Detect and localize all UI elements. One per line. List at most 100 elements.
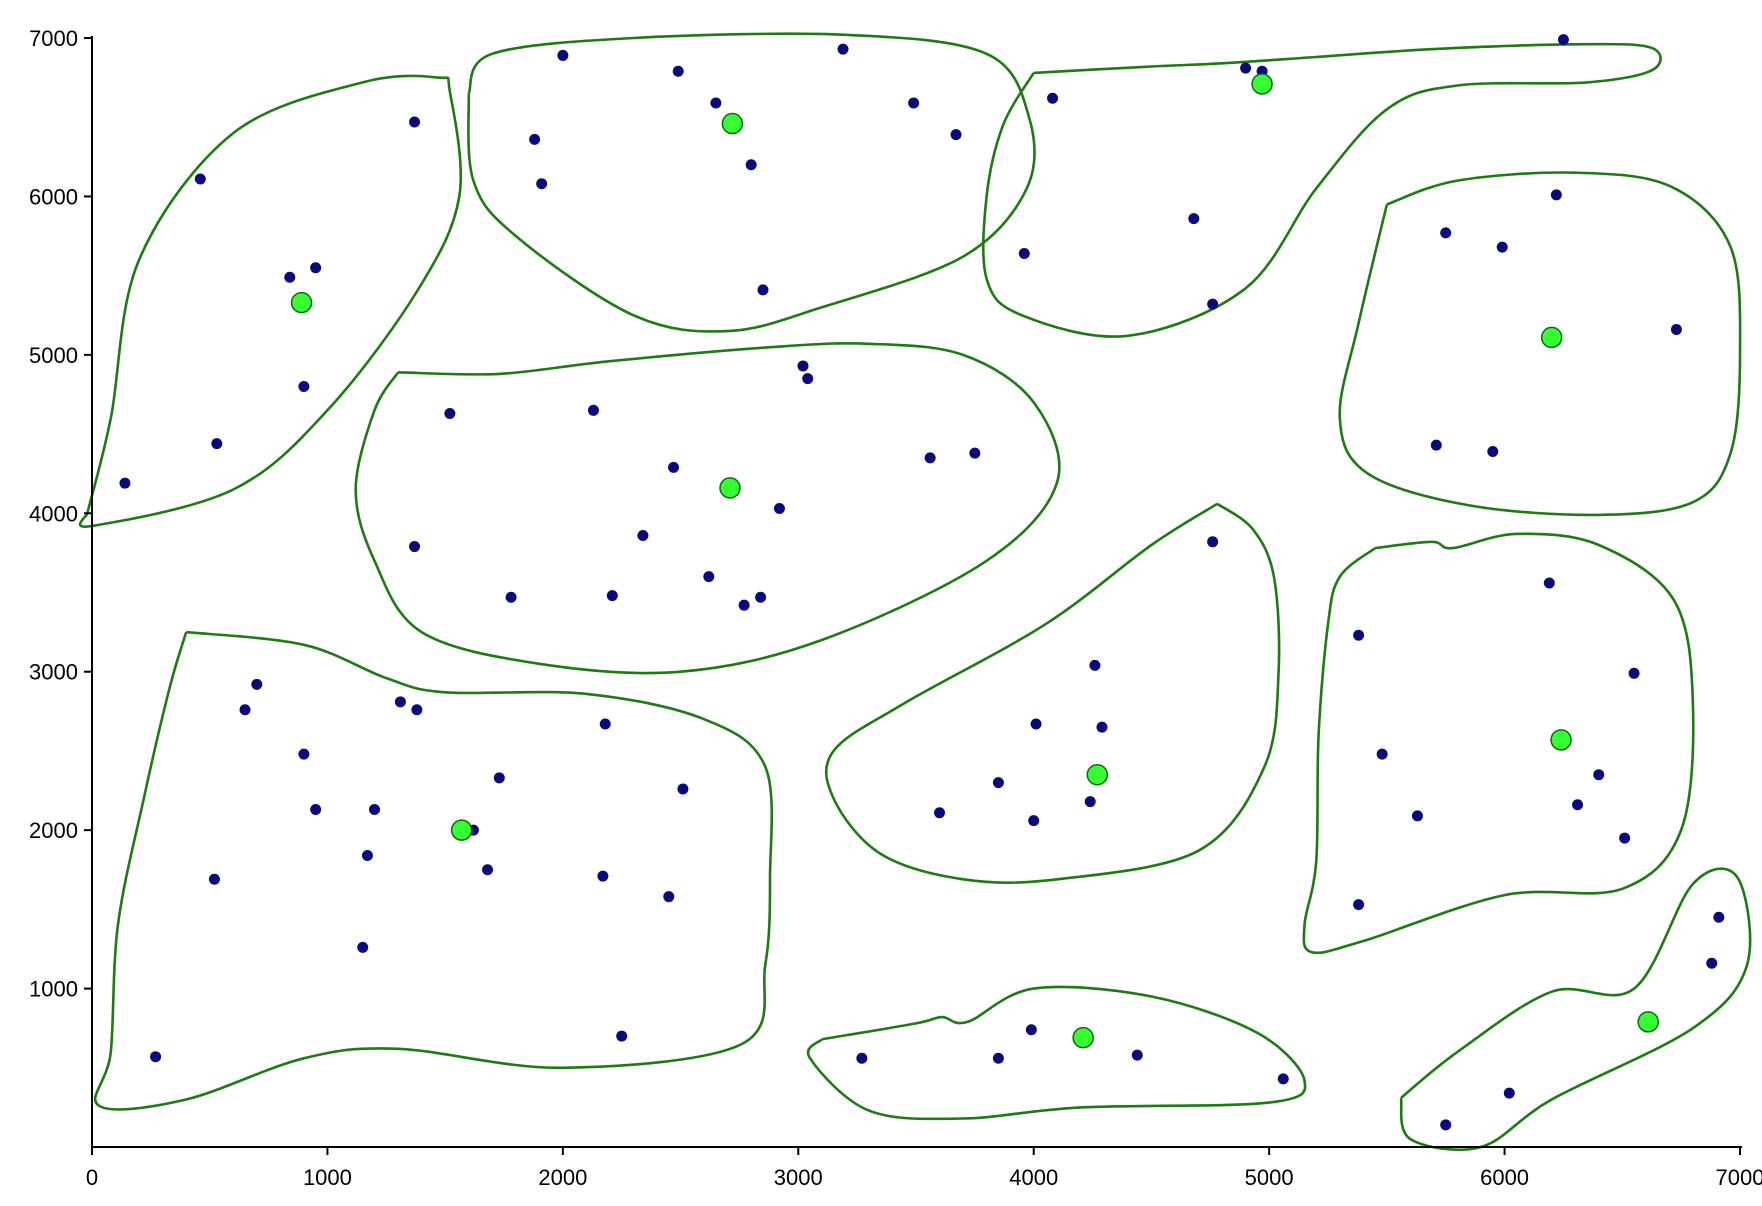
data-point <box>1096 721 1108 733</box>
data-point <box>1047 92 1059 104</box>
y-tick-label: 5000 <box>29 343 78 368</box>
data-point <box>557 49 569 61</box>
data-point <box>1713 911 1725 923</box>
data-point <box>493 772 505 784</box>
y-tick-label: 1000 <box>29 977 78 1002</box>
cluster-boundary-5 <box>354 342 1061 675</box>
data-point <box>773 503 785 515</box>
y-tick-label: 6000 <box>29 184 78 209</box>
data-point <box>908 97 920 109</box>
data-point <box>934 807 946 819</box>
data-point <box>409 541 421 553</box>
x-tick-label: 5000 <box>1245 1165 1294 1190</box>
data-point <box>1240 62 1252 74</box>
data-point <box>298 381 310 393</box>
cluster-center-point <box>290 291 313 314</box>
data-point <box>1706 957 1718 969</box>
data-point <box>411 704 423 716</box>
x-tick-label: 1000 <box>303 1165 352 1190</box>
cluster-boundaries <box>78 32 1752 1152</box>
data-point <box>703 571 715 583</box>
data-points <box>119 34 1725 1131</box>
cluster-boundary-7 <box>1302 532 1695 955</box>
data-point <box>637 529 649 541</box>
x-tick-label: 7000 <box>1716 1165 1762 1190</box>
cluster-center-point <box>1251 73 1273 95</box>
cluster-center-point <box>1637 1011 1659 1033</box>
data-point <box>1018 247 1030 259</box>
data-point <box>969 447 981 459</box>
data-point <box>239 704 251 716</box>
data-point <box>251 678 263 690</box>
y-tick-label: 3000 <box>29 660 78 685</box>
data-point <box>587 404 599 416</box>
data-point <box>1628 667 1640 679</box>
data-point <box>672 65 684 77</box>
axes: 0 1000 2000 3000 4000 5000 6000 7000 1000 2000 300… <box>29 26 1762 1190</box>
data-point <box>1543 577 1555 589</box>
data-point <box>663 891 675 903</box>
data-point <box>606 590 618 602</box>
cluster-boundary-8 <box>93 630 774 1111</box>
data-point <box>1028 815 1040 827</box>
cluster-boundary-1 <box>78 74 463 528</box>
x-tick-label: 0 <box>86 1165 98 1190</box>
x-tick-label: 6000 <box>1480 1165 1529 1190</box>
data-point <box>1207 298 1219 310</box>
data-point <box>797 360 809 372</box>
cluster-boundary-9 <box>806 985 1307 1121</box>
data-point <box>802 373 814 385</box>
data-point <box>1353 899 1365 911</box>
data-point <box>1619 832 1631 844</box>
data-point <box>745 159 757 171</box>
data-point <box>1411 810 1423 822</box>
data-point <box>1089 659 1101 671</box>
x-tick-label: 2000 <box>538 1165 587 1190</box>
data-point <box>597 870 609 882</box>
cluster-boundary-3 <box>981 42 1662 338</box>
data-point <box>950 129 962 141</box>
data-point <box>1030 718 1042 730</box>
data-point <box>1131 1049 1143 1061</box>
data-point <box>599 718 611 730</box>
data-point <box>1572 799 1584 811</box>
data-point <box>1376 748 1388 760</box>
data-point <box>1277 1073 1289 1085</box>
cluster-boundary-6 <box>824 502 1281 884</box>
data-point <box>357 941 369 953</box>
cluster-center-point <box>721 112 744 135</box>
data-point <box>208 873 220 885</box>
data-point <box>1440 1119 1452 1131</box>
data-point <box>194 173 206 185</box>
cluster-center-point <box>1540 326 1563 349</box>
data-point <box>710 97 722 109</box>
data-point <box>1084 796 1096 808</box>
data-point <box>1496 241 1508 253</box>
data-point <box>409 116 421 128</box>
data-point <box>1188 213 1200 225</box>
data-point <box>856 1052 868 1064</box>
data-point <box>1557 34 1569 46</box>
data-point <box>1025 1024 1037 1036</box>
cluster-center-point <box>1550 729 1572 751</box>
data-point <box>482 864 494 876</box>
data-point <box>529 133 541 145</box>
cluster-center-point <box>719 477 741 499</box>
data-point <box>361 849 373 861</box>
cluster-center-point <box>450 819 473 841</box>
data-point <box>1670 324 1682 336</box>
data-point <box>837 43 849 55</box>
data-point <box>444 407 456 419</box>
data-point <box>536 178 548 190</box>
data-point <box>310 804 322 816</box>
data-point <box>668 461 680 473</box>
data-point <box>1503 1087 1515 1099</box>
data-point <box>394 696 406 708</box>
x-tick-label: 4000 <box>1009 1165 1058 1190</box>
data-point <box>1430 439 1442 451</box>
data-point <box>298 748 310 760</box>
data-point <box>992 1052 1004 1064</box>
cluster-centers <box>290 73 1659 1049</box>
data-point <box>284 271 296 283</box>
